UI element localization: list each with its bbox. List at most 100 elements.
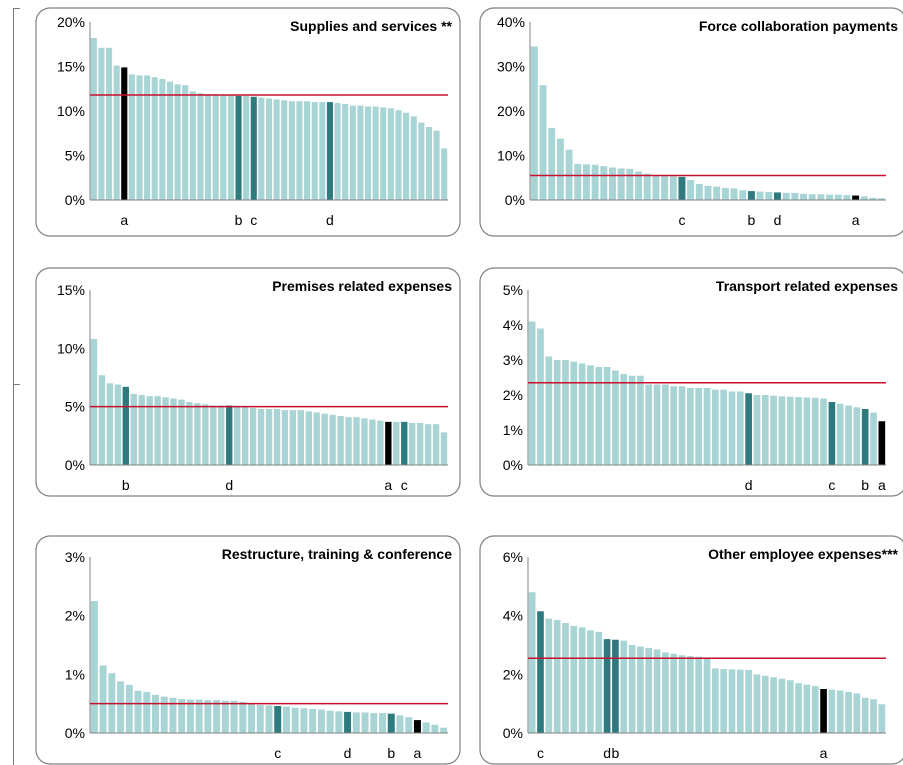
panel-border bbox=[35, 7, 461, 237]
bar bbox=[329, 414, 336, 465]
bar bbox=[186, 402, 193, 465]
bar bbox=[678, 386, 686, 465]
bar bbox=[136, 75, 143, 200]
bar bbox=[591, 164, 599, 200]
bar bbox=[537, 328, 544, 465]
bar bbox=[870, 412, 877, 465]
bar bbox=[424, 424, 432, 465]
chart-panel-2: 0% 10% 20% 30% 40% c b d a Force collaboration pa… bbox=[479, 7, 903, 237]
bar bbox=[687, 656, 694, 733]
bar-marked-a bbox=[852, 195, 860, 200]
bar bbox=[587, 365, 594, 465]
y-tick-label: 0% bbox=[503, 457, 523, 473]
y-tick-label: 4% bbox=[503, 608, 523, 624]
y-tick-label: 5% bbox=[65, 399, 85, 415]
marked-bar-label-d: d bbox=[344, 745, 352, 761]
panel-border bbox=[35, 267, 461, 497]
bar bbox=[739, 190, 747, 200]
bar bbox=[782, 192, 790, 200]
bar bbox=[204, 700, 212, 733]
bar bbox=[159, 78, 166, 200]
chart-title: Other employee expenses*** bbox=[708, 546, 898, 562]
bar bbox=[836, 690, 844, 733]
bar bbox=[628, 645, 636, 733]
bar bbox=[210, 405, 217, 465]
chart-panel-1: 0% 5% 10% 15% 20% a b c d Supplies and services *… bbox=[35, 7, 461, 237]
bar bbox=[770, 677, 777, 733]
bar bbox=[425, 127, 433, 200]
bar bbox=[189, 91, 196, 200]
bar bbox=[416, 423, 424, 465]
bar bbox=[670, 653, 678, 733]
bar bbox=[869, 197, 877, 200]
bar-marked-d bbox=[773, 192, 781, 200]
bar bbox=[637, 646, 644, 733]
bar bbox=[166, 81, 174, 200]
y-tick-label: 0% bbox=[65, 457, 85, 473]
bar bbox=[337, 416, 344, 465]
bar bbox=[221, 700, 229, 733]
bar bbox=[795, 397, 802, 465]
bar bbox=[765, 191, 773, 200]
bar bbox=[878, 198, 886, 200]
marked-bar-label-b: b bbox=[235, 212, 243, 228]
marked-bar-label-c: c bbox=[828, 477, 835, 493]
bar bbox=[241, 406, 249, 465]
bar bbox=[736, 391, 744, 465]
bar bbox=[678, 655, 686, 733]
bar bbox=[117, 681, 125, 733]
bar bbox=[230, 700, 238, 733]
marked-bar-label-a: a bbox=[120, 212, 128, 228]
marked-bar-label-a: a bbox=[852, 212, 860, 228]
bar bbox=[600, 166, 608, 200]
bar bbox=[319, 102, 326, 200]
bar bbox=[653, 649, 661, 733]
bar bbox=[528, 321, 536, 465]
bar bbox=[265, 409, 273, 465]
bar bbox=[662, 652, 669, 733]
bar bbox=[756, 191, 764, 200]
bar bbox=[144, 75, 151, 200]
bar bbox=[562, 623, 569, 733]
marked-bar-label-d: d bbox=[225, 477, 233, 493]
bar bbox=[364, 106, 372, 200]
y-tick-label: 10% bbox=[497, 148, 525, 164]
marked-bar-label-d: d bbox=[326, 212, 334, 228]
y-tick-label: 0% bbox=[65, 192, 85, 208]
bar bbox=[626, 168, 634, 200]
bar bbox=[556, 138, 564, 200]
bar bbox=[114, 384, 122, 465]
bar bbox=[703, 388, 711, 465]
panel-border bbox=[479, 7, 903, 237]
bar bbox=[539, 85, 547, 200]
bar bbox=[377, 420, 384, 465]
y-tick-label: 30% bbox=[497, 59, 525, 75]
marked-bar-label-b: b bbox=[122, 477, 130, 493]
y-tick-label: 10% bbox=[57, 340, 85, 356]
bar-marked-a bbox=[820, 689, 827, 733]
bar bbox=[387, 108, 394, 200]
bar bbox=[309, 708, 317, 733]
bar bbox=[745, 669, 752, 733]
bar bbox=[786, 680, 794, 733]
marked-bar-label-d: d bbox=[603, 745, 611, 761]
bar-marked-c bbox=[828, 402, 836, 465]
bar bbox=[713, 186, 721, 200]
bar bbox=[125, 684, 133, 733]
bar bbox=[617, 168, 625, 200]
bar bbox=[786, 396, 794, 465]
marked-bar-label-c: c bbox=[274, 745, 281, 761]
bar bbox=[811, 397, 819, 465]
bar bbox=[369, 419, 376, 465]
bar bbox=[845, 691, 852, 733]
bar bbox=[146, 396, 153, 465]
bar bbox=[843, 195, 851, 200]
bar-marked-b bbox=[612, 639, 619, 733]
bar bbox=[297, 410, 305, 465]
bar bbox=[553, 360, 561, 465]
bar bbox=[645, 647, 653, 733]
bar-marked-a bbox=[121, 67, 128, 200]
bar bbox=[603, 367, 611, 465]
bar-marked-c bbox=[678, 176, 686, 200]
bar bbox=[361, 712, 369, 733]
